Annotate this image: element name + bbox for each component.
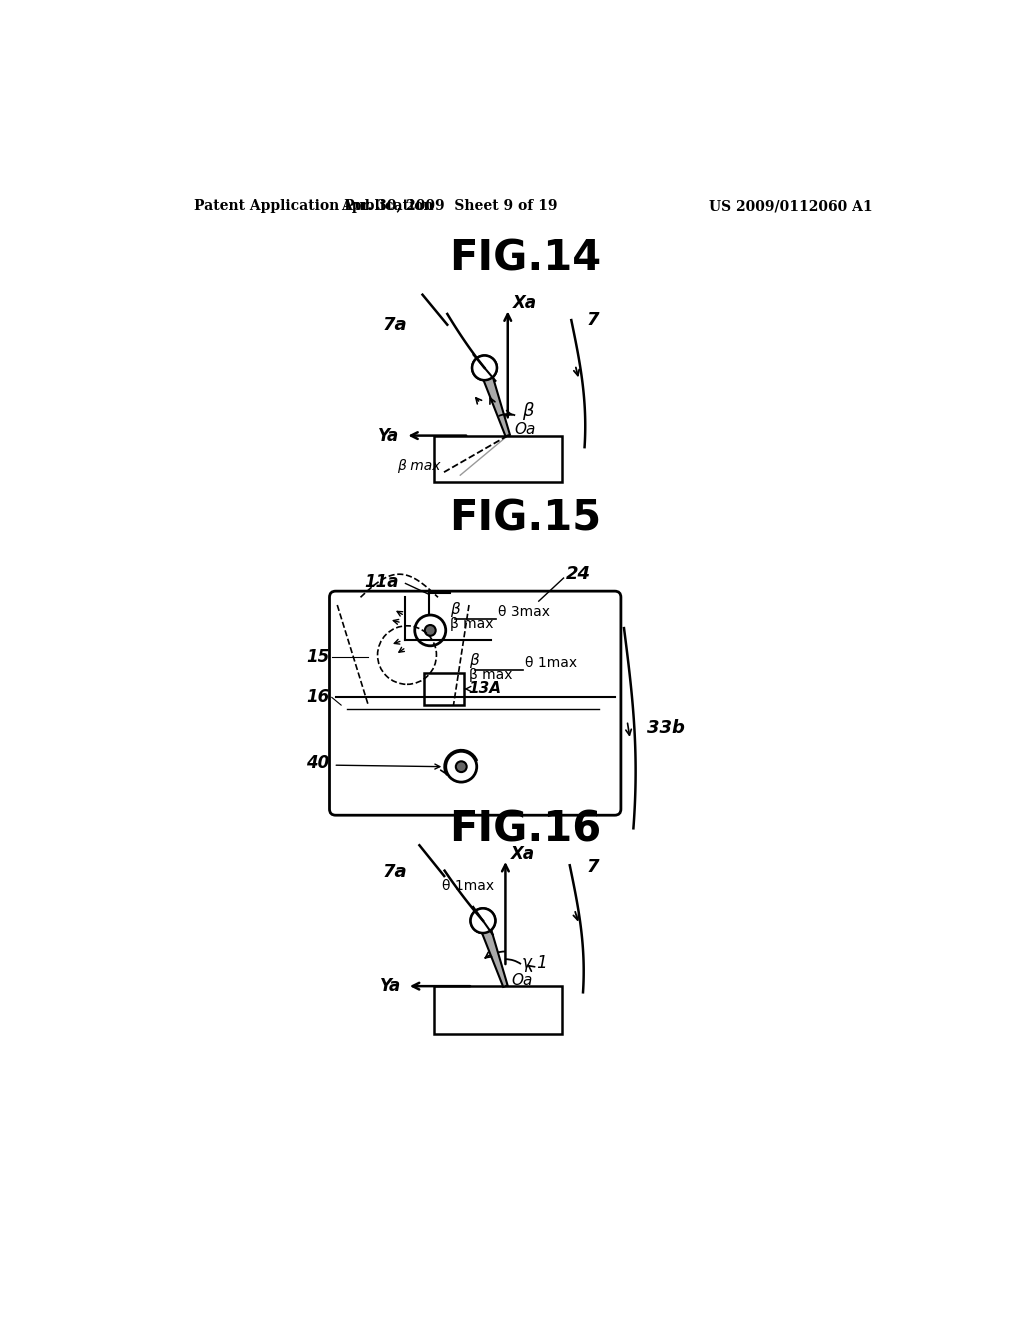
- Text: 24: 24: [566, 565, 591, 583]
- Text: β: β: [469, 653, 479, 668]
- Text: 11a: 11a: [365, 573, 399, 591]
- Text: θ 1max: θ 1max: [524, 656, 577, 669]
- Polygon shape: [478, 919, 508, 987]
- Text: 40: 40: [306, 754, 330, 772]
- Text: β max: β max: [450, 618, 494, 631]
- Text: β: β: [450, 602, 460, 618]
- Circle shape: [415, 615, 445, 645]
- Text: Apr. 30, 2009  Sheet 9 of 19: Apr. 30, 2009 Sheet 9 of 19: [341, 199, 558, 213]
- Text: 13A: 13A: [468, 681, 501, 697]
- Polygon shape: [479, 366, 510, 437]
- Text: Ya: Ya: [380, 977, 400, 995]
- Text: Oa: Oa: [514, 422, 536, 437]
- Bar: [424, 673, 464, 705]
- Text: US 2009/0112060 A1: US 2009/0112060 A1: [709, 199, 872, 213]
- Circle shape: [471, 908, 496, 933]
- Text: Xa: Xa: [511, 846, 535, 863]
- Text: 15: 15: [306, 648, 330, 667]
- Circle shape: [425, 626, 435, 636]
- Text: 33b: 33b: [647, 719, 685, 737]
- Text: Xa: Xa: [513, 294, 538, 312]
- Text: β max: β max: [396, 459, 440, 473]
- Text: 7a: 7a: [382, 317, 407, 334]
- Circle shape: [472, 355, 497, 380]
- Bar: [434, 986, 562, 1034]
- Text: FIG.16: FIG.16: [449, 809, 601, 851]
- Text: Patent Application Publication: Patent Application Publication: [194, 199, 433, 213]
- Text: Ya: Ya: [378, 426, 399, 445]
- Text: Oa: Oa: [512, 973, 534, 989]
- FancyBboxPatch shape: [330, 591, 621, 816]
- Text: FIG.15: FIG.15: [449, 498, 601, 540]
- Text: 16: 16: [306, 689, 330, 706]
- Circle shape: [472, 355, 497, 380]
- Text: β max: β max: [469, 668, 512, 682]
- Text: γ 1: γ 1: [522, 954, 548, 972]
- Text: θ 3max: θ 3max: [499, 605, 551, 619]
- Circle shape: [445, 751, 477, 781]
- Bar: [434, 436, 562, 482]
- Text: 7a: 7a: [382, 863, 407, 882]
- Text: 7: 7: [587, 312, 599, 329]
- Text: 7: 7: [587, 858, 599, 875]
- Circle shape: [456, 762, 467, 772]
- Circle shape: [471, 908, 496, 933]
- Text: FIG.14: FIG.14: [449, 238, 601, 280]
- Text: β: β: [521, 403, 534, 420]
- Text: θ 1max: θ 1max: [441, 879, 494, 894]
